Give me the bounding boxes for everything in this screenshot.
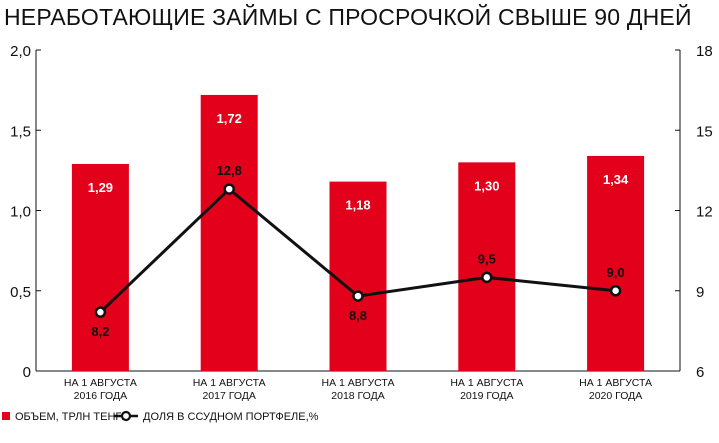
y-right-tick-label: 15 [696,123,713,140]
y-left-tick-label: 2,0 [10,43,31,60]
line-point [352,290,364,302]
x-category-label-line: НА 1 АВГУСТА [322,377,395,389]
y-left-tick-label: 0 [23,364,31,381]
legend-swatch-marker [120,410,132,422]
legend: ОБЪЕМ, ТРЛН ТЕНГЕ ДОЛЯ В ССУДНОМ ПОРТФЕЛЕ… [2,410,319,423]
x-category-label: НА 1 АВГУСТА 2018 ГОДА [322,377,395,402]
legend-label-bars: ОБЪЕМ, ТРЛН ТЕНГЕ [15,411,129,423]
bar-value-label: 1,30 [474,178,499,193]
bar [587,155,645,371]
y-right-tick-label: 6 [696,364,704,381]
x-category-label-line: 2016 ГОДА [74,390,127,402]
line-point [223,183,235,195]
bar-value-label: 1,34 [603,172,629,187]
legend-label-line: ДОЛЯ В ССУДНОМ ПОРТФЕЛЕ,% [143,411,319,423]
line-value-label: 9,5 [478,251,496,266]
x-category-label-line: 2020 ГОДА [589,390,642,402]
bar-value-label: 1,29 [88,180,113,195]
bar-value-label: 1,72 [217,111,242,126]
bar [200,94,258,371]
x-category-label-line: НА 1 АВГУСТА [579,377,652,389]
y-left-tick-label: 1,0 [10,204,31,221]
line-value-label: 8,8 [349,308,367,323]
bar [329,181,387,371]
x-category-label-line: НА 1 АВГУСТА [193,377,266,389]
data-labels: 1,29 1,72 1,18 1,30 1,34 8,2 12,8 8,8 9,5 9,0 [88,111,629,339]
y-left-tick-label: 1,5 [10,123,31,140]
y-right-tick-label: 12 [696,204,713,221]
line-point [609,285,622,297]
x-category-label: НА 1 АВГУСТА 2017 ГОДА [193,377,266,402]
line-value-label: 12,8 [217,163,242,178]
line-series [94,183,622,318]
x-category-label-line: НА 1 АВГУСТА [450,377,523,389]
x-category-label: НА 1 АВГУСТА 2016 ГОДА [64,377,137,402]
chart-title: НЕРАБОТАЮЩИЕ ЗАЙМЫ С ПРОСРОЧКОЙ СВЫШЕ 90… [4,4,692,30]
bar-value-label: 1,18 [345,198,370,213]
x-category-label-line: НА 1 АВГУСТА [64,377,137,389]
line-point [481,271,493,284]
bar-series [71,94,645,371]
x-category-label-line: 2018 ГОДА [331,390,384,402]
x-category-label: НА 1 АВГУСТА 2019 ГОДА [450,377,523,402]
bar [71,163,129,371]
bar [458,162,516,371]
x-category-label-line: 2017 ГОДА [202,390,255,402]
y-left-tick-label: 0,5 [10,284,31,301]
x-category-label-line: 2019 ГОДА [460,390,513,402]
line-point [94,306,107,318]
y-right-tick-label: 9 [696,284,704,301]
legend-swatch-bars [2,412,10,420]
y-right-tick-label: 18 [696,43,713,60]
x-category-label: НА 1 АВГУСТА 2020 ГОДА [579,377,652,402]
line-value-label: 9,0 [607,265,625,280]
line-value-label: 8,2 [91,324,109,339]
